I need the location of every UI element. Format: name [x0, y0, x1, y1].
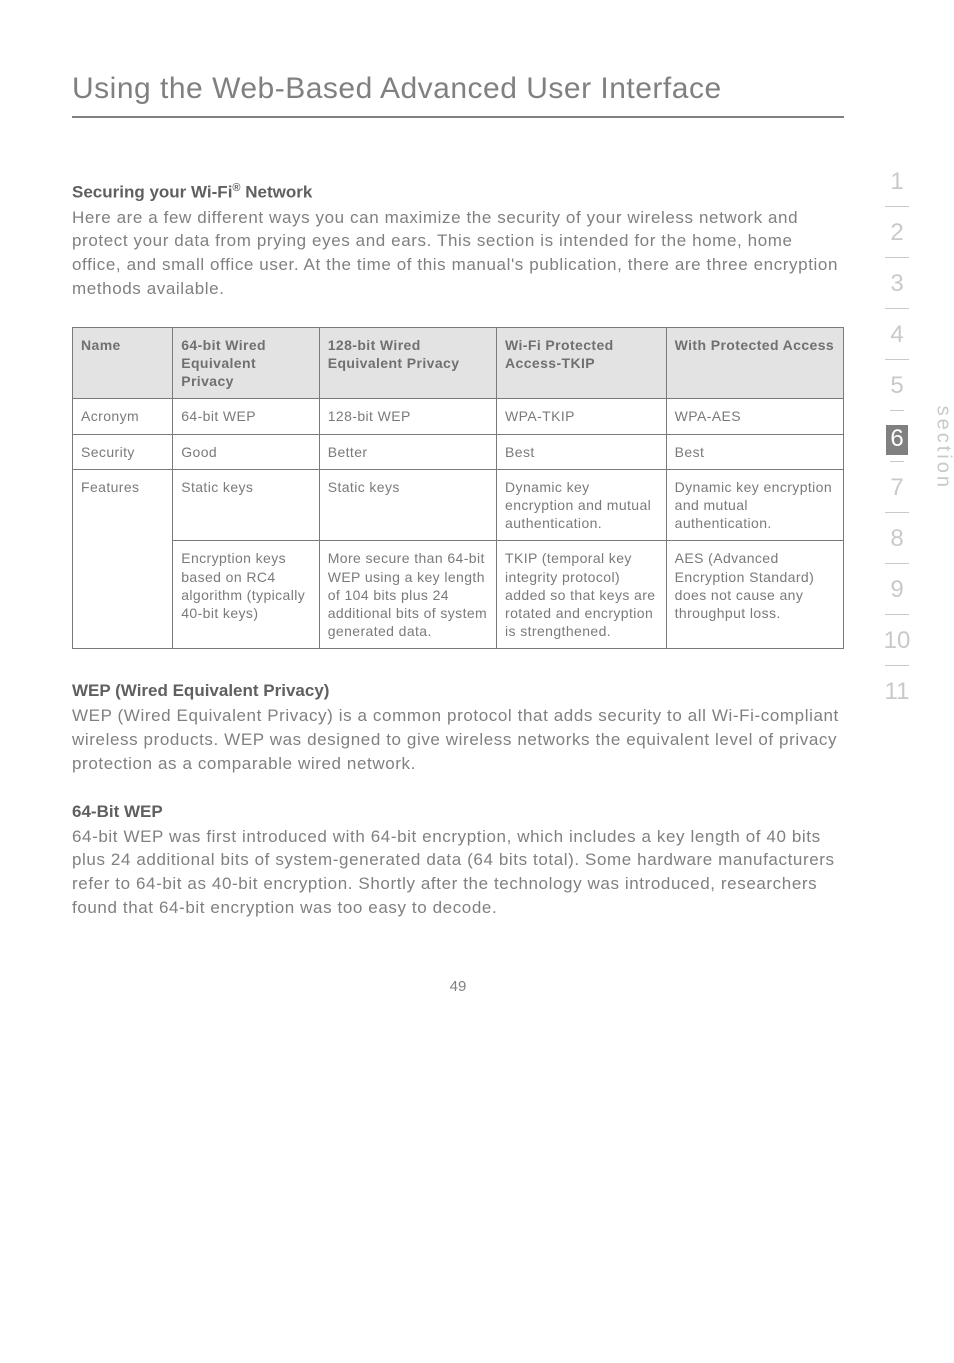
section2-body: WEP (Wired Equivalent Privacy) is a comm…	[72, 704, 844, 775]
cell: Static keys	[173, 469, 319, 541]
cell: Dynamic key encryption and mutual authen…	[666, 469, 843, 541]
cell: Good	[173, 434, 319, 469]
section3-title: 64-Bit WEP	[72, 802, 844, 822]
cell: Best	[497, 434, 667, 469]
table-header-row: Name 64-bit Wired Equivalent Privacy 128…	[73, 327, 844, 399]
section-sidebar: 1 2 3 4 5 6 7 8 9 10 11	[862, 170, 932, 710]
sidebar-item-5: 5	[862, 374, 932, 404]
cell: Dynamic key encryption and mutual authen…	[497, 469, 667, 541]
cell: Better	[319, 434, 496, 469]
th-64bit: 64-bit Wired Equivalent Privacy	[173, 327, 319, 399]
sidebar-divider	[885, 257, 909, 258]
page-number: 49	[72, 978, 844, 995]
th-name: Name	[73, 327, 173, 399]
sidebar-item-11: 11	[862, 680, 932, 710]
cell: AES (Advanced Encryption Standard) does …	[666, 541, 843, 649]
cell: 64-bit WEP	[173, 399, 319, 434]
cell: 128-bit WEP	[319, 399, 496, 434]
table-row: Encryption keys based on RC4 algorithm (…	[73, 541, 844, 649]
sidebar-item-3: 3	[862, 272, 932, 302]
th-128bit: 128-bit Wired Equivalent Privacy	[319, 327, 496, 399]
cell: Static keys	[319, 469, 496, 541]
sidebar-divider	[885, 308, 909, 309]
sidebar-item-1: 1	[862, 170, 932, 200]
section2-title: WEP (Wired Equivalent Privacy)	[72, 681, 844, 701]
section1-title: Securing your Wi-Fi® Network	[72, 182, 844, 203]
heading-rule	[72, 116, 844, 118]
cell: Best	[666, 434, 843, 469]
page-heading: Using the Web-Based Advanced User Interf…	[72, 72, 844, 106]
table-row: Features Static keys Static keys Dynamic…	[73, 469, 844, 541]
sidebar-divider	[885, 359, 909, 360]
cell: Security	[73, 434, 173, 469]
sidebar-divider	[885, 614, 909, 615]
sidebar-item-9: 9	[862, 578, 932, 608]
sidebar-item-6: 6	[886, 425, 908, 455]
sidebar-divider	[890, 461, 904, 462]
cell: Acronym	[73, 399, 173, 434]
th-with-protected: With Protected Access	[666, 327, 843, 399]
section-label: section	[931, 406, 954, 490]
cell: Features	[73, 469, 173, 649]
cell: WPA-TKIP	[497, 399, 667, 434]
sidebar-divider	[890, 410, 904, 411]
sidebar-item-7: 7	[862, 476, 932, 506]
section1-body: Here are a few different ways you can ma…	[72, 206, 844, 301]
section3-body: 64-bit WEP was first introduced with 64-…	[72, 825, 844, 920]
sidebar-item-2: 2	[862, 221, 932, 251]
cell: Encryption keys based on RC4 algorithm (…	[173, 541, 319, 649]
sidebar-divider	[885, 665, 909, 666]
sidebar-divider	[885, 206, 909, 207]
sidebar-divider	[885, 512, 909, 513]
th-wifi-tkip: Wi-Fi Protected Access-TKIP	[497, 327, 667, 399]
table-row: Acronym 64-bit WEP 128-bit WEP WPA-TKIP …	[73, 399, 844, 434]
table-row: Security Good Better Best Best	[73, 434, 844, 469]
cell: TKIP (temporal key integrity protocol) a…	[497, 541, 667, 649]
sidebar-item-4: 4	[862, 323, 932, 353]
sidebar-item-8: 8	[862, 527, 932, 557]
cell: WPA-AES	[666, 399, 843, 434]
cell: More secure than 64-bit WEP using a key …	[319, 541, 496, 649]
sidebar-item-10: 10	[862, 629, 932, 659]
sidebar-divider	[885, 563, 909, 564]
encryption-table: Name 64-bit Wired Equivalent Privacy 128…	[72, 327, 844, 649]
